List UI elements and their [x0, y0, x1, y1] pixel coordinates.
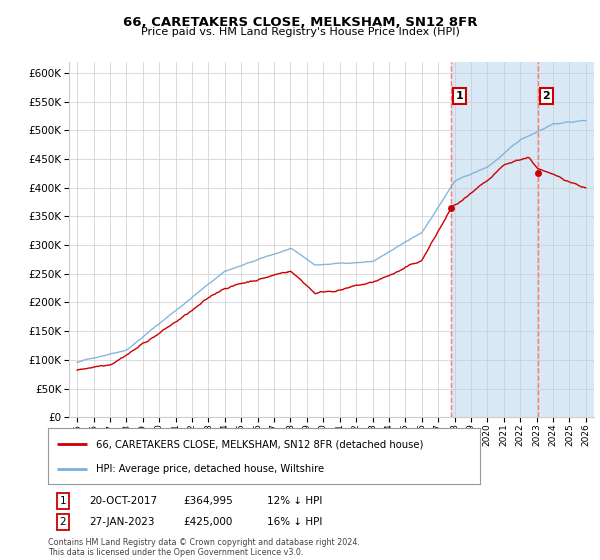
Text: HPI: Average price, detached house, Wiltshire: HPI: Average price, detached house, Wilt…: [95, 464, 323, 474]
Text: 12% ↓ HPI: 12% ↓ HPI: [267, 496, 322, 506]
Text: 20-OCT-2017: 20-OCT-2017: [89, 496, 157, 506]
Bar: [451, 62, 594, 417]
Text: Contains HM Land Registry data © Crown copyright and database right 2024.
This d: Contains HM Land Registry data © Crown c…: [48, 538, 360, 557]
Text: Price paid vs. HM Land Registry's House Price Index (HPI): Price paid vs. HM Land Registry's House …: [140, 27, 460, 37]
Text: 1: 1: [59, 496, 67, 506]
Text: £364,995: £364,995: [183, 496, 233, 506]
Text: 16% ↓ HPI: 16% ↓ HPI: [267, 517, 322, 527]
Text: 66, CARETAKERS CLOSE, MELKSHAM, SN12 8FR: 66, CARETAKERS CLOSE, MELKSHAM, SN12 8FR: [123, 16, 477, 29]
Text: £425,000: £425,000: [183, 517, 232, 527]
Text: 2: 2: [542, 91, 550, 101]
Text: 2: 2: [59, 517, 67, 527]
Text: 66, CARETAKERS CLOSE, MELKSHAM, SN12 8FR (detached house): 66, CARETAKERS CLOSE, MELKSHAM, SN12 8FR…: [95, 439, 423, 449]
Text: 27-JAN-2023: 27-JAN-2023: [89, 517, 154, 527]
Text: 1: 1: [455, 91, 463, 101]
